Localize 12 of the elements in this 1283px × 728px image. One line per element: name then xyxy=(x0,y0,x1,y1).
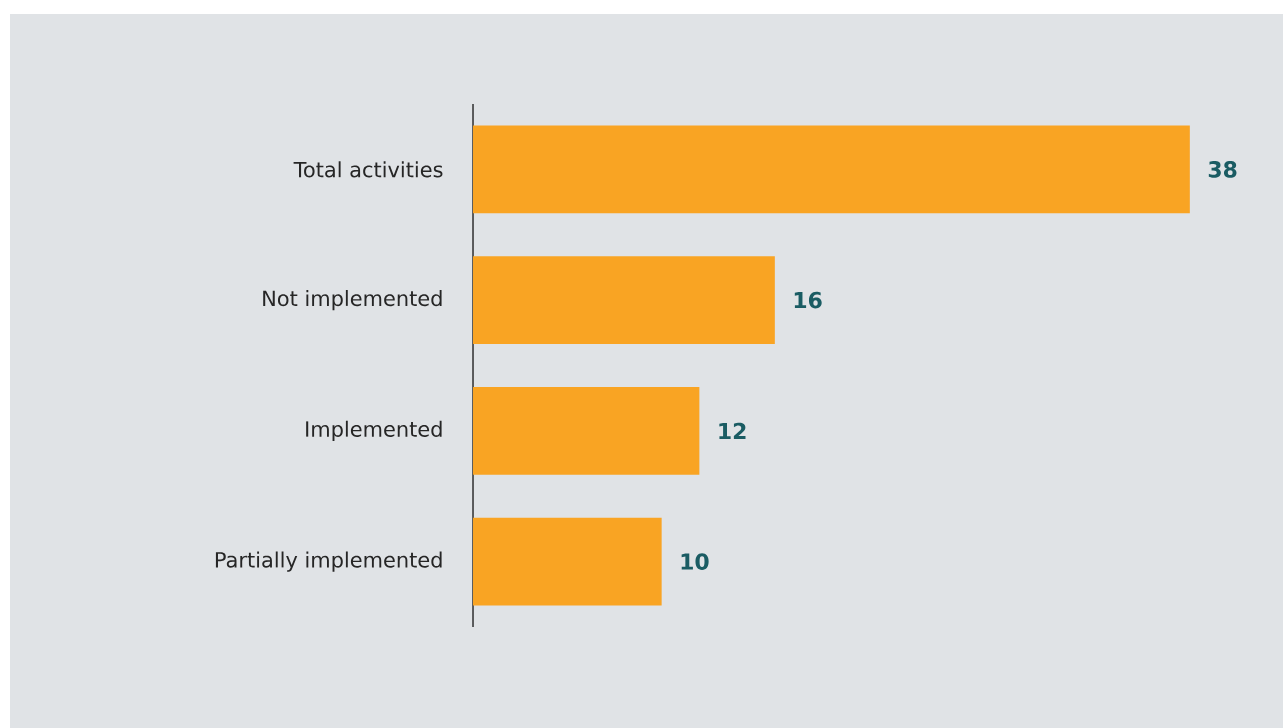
bar xyxy=(473,387,700,475)
bar xyxy=(473,256,775,344)
data-label: 16 xyxy=(794,291,822,309)
bar xyxy=(473,517,662,606)
y-tick-label: Implemented xyxy=(306,420,442,441)
y-tick-label: Partially implemented xyxy=(215,551,442,572)
data-label: 10 xyxy=(681,553,709,570)
y-tick-label: Total activities xyxy=(293,161,443,178)
y-tick-label: Not implemented xyxy=(263,289,442,311)
data-label: 38 xyxy=(1208,161,1237,178)
bar xyxy=(473,125,1190,214)
data-label: 12 xyxy=(719,422,746,439)
